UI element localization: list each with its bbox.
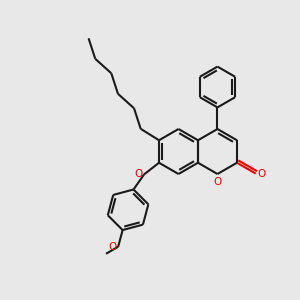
Text: O: O [257,169,266,178]
Text: O: O [109,242,117,252]
Text: O: O [134,169,142,179]
Text: O: O [214,177,222,187]
